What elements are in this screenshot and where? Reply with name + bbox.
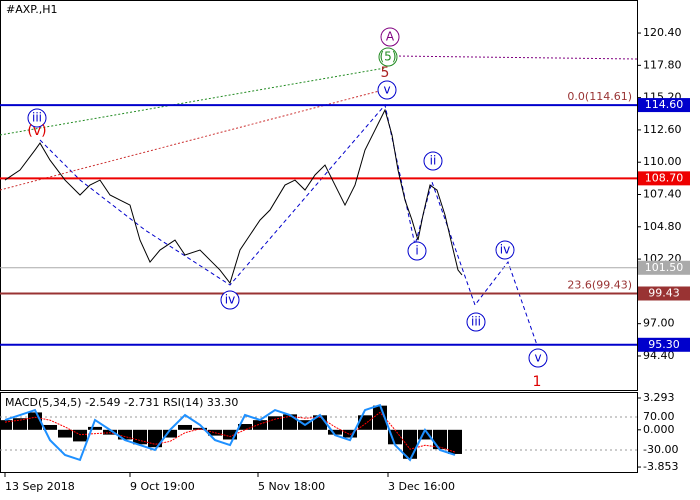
level-box <box>638 171 690 186</box>
y-tick-label: -3.853 <box>643 460 678 473</box>
wave-circle <box>466 312 486 332</box>
wave-circle <box>407 241 427 261</box>
y2-tick-label: -30.00 <box>643 443 678 456</box>
macd-bar <box>0 420 12 430</box>
level-box <box>638 337 690 352</box>
y-tick-label: 3.293 <box>643 391 675 404</box>
wave-circle <box>495 240 515 260</box>
macd-bar <box>448 429 462 454</box>
level-label: 114.60 <box>645 98 684 111</box>
y-tick-label: 110.00 <box>643 155 682 168</box>
level-box <box>638 260 690 275</box>
wave-circle <box>220 290 240 310</box>
macd-bar <box>253 420 267 430</box>
indicator-title: MACD(5,34,5) -2.549 -2.731 RSI(14) 33.30 <box>5 396 238 409</box>
wave-label: 1 <box>533 374 542 390</box>
y2-tick-label: 70.00 <box>643 410 675 423</box>
y-tick-label: 120.40 <box>643 26 682 39</box>
wave-circle <box>27 108 47 128</box>
y-tick-label: 0.000 <box>643 423 675 436</box>
macd-bar <box>343 429 357 438</box>
wave-circle <box>380 27 400 47</box>
trend-line <box>394 55 638 60</box>
macd-bar <box>193 427 207 430</box>
wave-label: i <box>415 244 418 258</box>
macd-bar <box>88 426 102 430</box>
wave-label: 5 <box>381 65 390 81</box>
macd-bar <box>178 424 192 430</box>
wave-label: (v) <box>27 123 46 139</box>
macd-bar <box>163 429 177 438</box>
macd-bar <box>118 429 132 440</box>
wave-label: v <box>383 83 390 97</box>
indicator-frame <box>0 392 638 473</box>
wave-circle <box>377 80 397 100</box>
macd-bar <box>418 429 432 440</box>
y-tick-label: 107.40 <box>643 188 682 201</box>
price-line <box>4 108 463 285</box>
level-label: 95.30 <box>648 338 680 351</box>
y-tick-label: 97.00 <box>643 317 675 330</box>
macd-bar <box>73 429 87 442</box>
wave-label: A <box>386 30 395 44</box>
y-tick-label: 94.40 <box>643 349 675 362</box>
wave-label: iv <box>500 243 510 257</box>
trend-line <box>0 67 386 136</box>
macd-bar <box>238 424 252 430</box>
wave-label: (5) <box>380 50 397 64</box>
y-tick-label: 104.80 <box>643 220 682 233</box>
macd-bar <box>148 429 162 448</box>
wave-label: ii <box>430 154 437 168</box>
wave-label: iii <box>32 111 42 125</box>
level-label: 108.70 <box>645 171 684 184</box>
level-label: 101.50 <box>645 261 684 274</box>
fib-label: 23.6(99.43) <box>567 278 632 291</box>
level-box <box>638 98 690 113</box>
macd-bar <box>328 429 342 435</box>
signal-line <box>4 411 456 453</box>
wave-circle <box>378 47 398 67</box>
macd-bar <box>58 429 72 438</box>
wave-circle <box>423 151 443 171</box>
chart-title: #AXP.,H1 <box>6 3 57 16</box>
wave-label: iii <box>471 315 481 329</box>
macd-bar <box>133 429 147 445</box>
wave-label: iv <box>225 293 235 307</box>
x-tick-label: 3 Dec 16:00 <box>388 480 455 493</box>
macd-bar <box>268 416 282 430</box>
wave-circle <box>528 348 548 368</box>
x-tick-label: 13 Sep 2018 <box>5 480 75 493</box>
macd-bar <box>13 418 27 430</box>
fib-label: 0.0(114.61) <box>567 90 632 103</box>
macd-bar <box>433 429 447 450</box>
trend-line <box>0 89 384 191</box>
x-tick-label: 5 Nov 18:00 <box>258 480 325 493</box>
rsi-line <box>4 403 456 462</box>
macd-bar <box>43 424 57 430</box>
wave-label: v <box>534 351 541 365</box>
main-frame <box>0 0 638 391</box>
level-label: 99.43 <box>648 286 680 299</box>
level-box <box>638 286 690 301</box>
macd-bar <box>223 429 237 440</box>
wave-path <box>39 103 538 346</box>
x-tick-label: 9 Oct 19:00 <box>130 480 195 493</box>
y-tick-label: 117.80 <box>643 58 682 71</box>
y-tick-label: 112.60 <box>643 123 682 136</box>
